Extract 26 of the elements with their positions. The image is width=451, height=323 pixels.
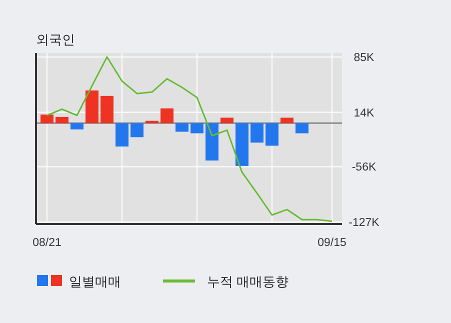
bar <box>86 90 98 124</box>
y-tick-label: 14K <box>354 107 375 120</box>
bar <box>160 108 174 124</box>
bar <box>236 123 248 166</box>
bar <box>206 123 218 161</box>
bar <box>40 114 54 124</box>
y-tick-label: 85K <box>354 52 375 64</box>
bar <box>220 118 234 124</box>
bar <box>296 123 308 134</box>
y-tick-label: -56K <box>352 162 376 174</box>
x-tick-label: 09/15 <box>318 237 346 249</box>
bar <box>56 116 68 124</box>
bar <box>280 118 294 124</box>
bar <box>70 123 84 130</box>
bar <box>116 123 128 147</box>
bar <box>176 123 188 132</box>
legend-label: 누적 매매동향 <box>207 274 289 289</box>
bar <box>100 96 114 124</box>
bar <box>130 123 144 138</box>
bar <box>266 123 278 146</box>
bar <box>250 123 264 143</box>
bar <box>190 123 204 134</box>
y-tick-label: -127K <box>348 217 380 229</box>
legend-label: 일별매매 <box>69 274 121 289</box>
title: 외국인 <box>36 32 75 47</box>
x-tick-label: 08/21 <box>32 237 62 249</box>
